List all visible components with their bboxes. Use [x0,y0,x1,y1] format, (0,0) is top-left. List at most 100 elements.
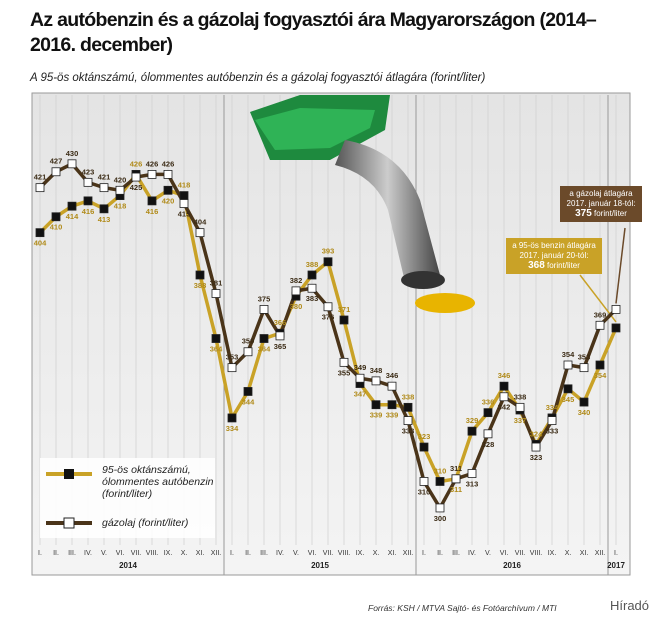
data-label: 380 [290,302,303,311]
data-label: 430 [66,149,79,158]
x-tick-label: VIII. [530,550,543,557]
data-point [579,363,589,373]
data-point [51,212,61,222]
x-tick-label: IX. [548,550,557,557]
data-label: 426 [146,159,159,168]
data-point [387,400,397,410]
annotation-value: 375 [575,208,592,219]
data-label: 310 [418,487,431,496]
year-label: 2015 [311,561,329,570]
x-tick-label: V. [101,550,107,557]
data-point [451,474,461,484]
data-point [403,402,413,412]
data-label: 338 [514,392,527,401]
x-tick-label: XI. [388,550,397,557]
x-tick-label: XI. [580,550,589,557]
x-tick-label: II. [437,550,443,557]
data-point [563,384,573,394]
data-point [83,177,93,187]
data-point [467,469,477,478]
data-label: 420 [162,196,175,205]
data-label: 426 [130,159,143,168]
data-point [211,334,221,343]
fuel-nozzle [250,95,475,313]
data-label: 393 [322,247,335,256]
data-point [195,228,205,238]
data-label: 388 [194,281,207,290]
x-tick-label: VI. [500,550,509,557]
data-point [371,376,381,386]
data-point [67,201,77,211]
data-point [211,289,221,298]
x-tick-label: X. [181,550,188,557]
data-point [611,323,621,333]
title: Az autóbenzin és a gázolaj fogyasztói ár… [30,9,597,56]
x-tick-label: X. [373,550,380,557]
data-point [99,204,109,214]
x-tick-label: II. [53,550,59,557]
data-point [99,183,109,193]
data-label: 329 [466,416,479,425]
data-label: 371 [338,305,351,314]
data-label: 348 [370,366,383,375]
data-point [115,185,125,195]
data-label: 346 [386,371,399,380]
x-tick-label: VIII. [338,550,351,557]
data-point [435,503,445,513]
x-tick-label: VII. [323,550,334,557]
data-point [467,426,477,436]
data-label: 421 [34,173,47,182]
x-tick-label: VII. [515,550,526,557]
data-point [227,413,237,423]
data-label: 426 [162,159,175,168]
annotation-leader [615,227,626,304]
data-label: 336 [482,398,495,407]
x-tick-label: XII. [595,550,606,557]
data-label: 383 [306,294,319,303]
annotation-text: a 95-ös benzin átlagára 2017. január 20-… [512,241,596,260]
data-point [339,357,349,367]
data-label: 345 [562,395,575,404]
data-point [595,360,605,370]
data-point [435,477,445,486]
data-label: 382 [290,276,303,285]
x-tick-label: VII. [131,550,142,557]
data-point [547,416,557,425]
data-label: 404 [34,239,47,248]
year-label: 2014 [119,561,137,570]
x-tick-label: I. [230,550,234,557]
x-tick-label: X. [565,550,572,557]
data-label: 313 [466,480,479,489]
data-label: 334 [226,424,239,433]
annotation: a 95-ös benzin átlagára 2017. január 20-… [506,238,602,274]
x-tick-label: VI. [116,550,125,557]
data-label: 414 [66,212,79,221]
data-label: 310 [434,466,447,475]
data-point [595,320,605,330]
x-tick-label: I. [38,550,42,557]
data-label: 365 [274,342,287,351]
data-point [131,172,141,182]
data-label: 346 [498,371,511,380]
data-point [611,305,621,314]
data-label: 354 [562,350,575,359]
data-label: 421 [98,173,111,182]
data-point [163,170,173,179]
data-point [515,402,525,412]
x-tick-label: IV. [84,550,92,557]
data-label: 418 [114,202,127,211]
data-point [51,167,61,177]
data-label: 347 [354,390,367,399]
year-label: 2017 [607,561,625,570]
data-point [579,397,589,407]
data-point [531,442,541,452]
data-label: 425 [130,183,143,192]
x-tick-label: VIII. [146,550,159,557]
data-point [291,286,301,296]
data-label: 353 [578,353,591,362]
annotation-unit: forint/liter [547,261,580,270]
data-point [483,408,493,418]
data-label: 340 [578,408,591,417]
data-label: 410 [50,223,63,232]
